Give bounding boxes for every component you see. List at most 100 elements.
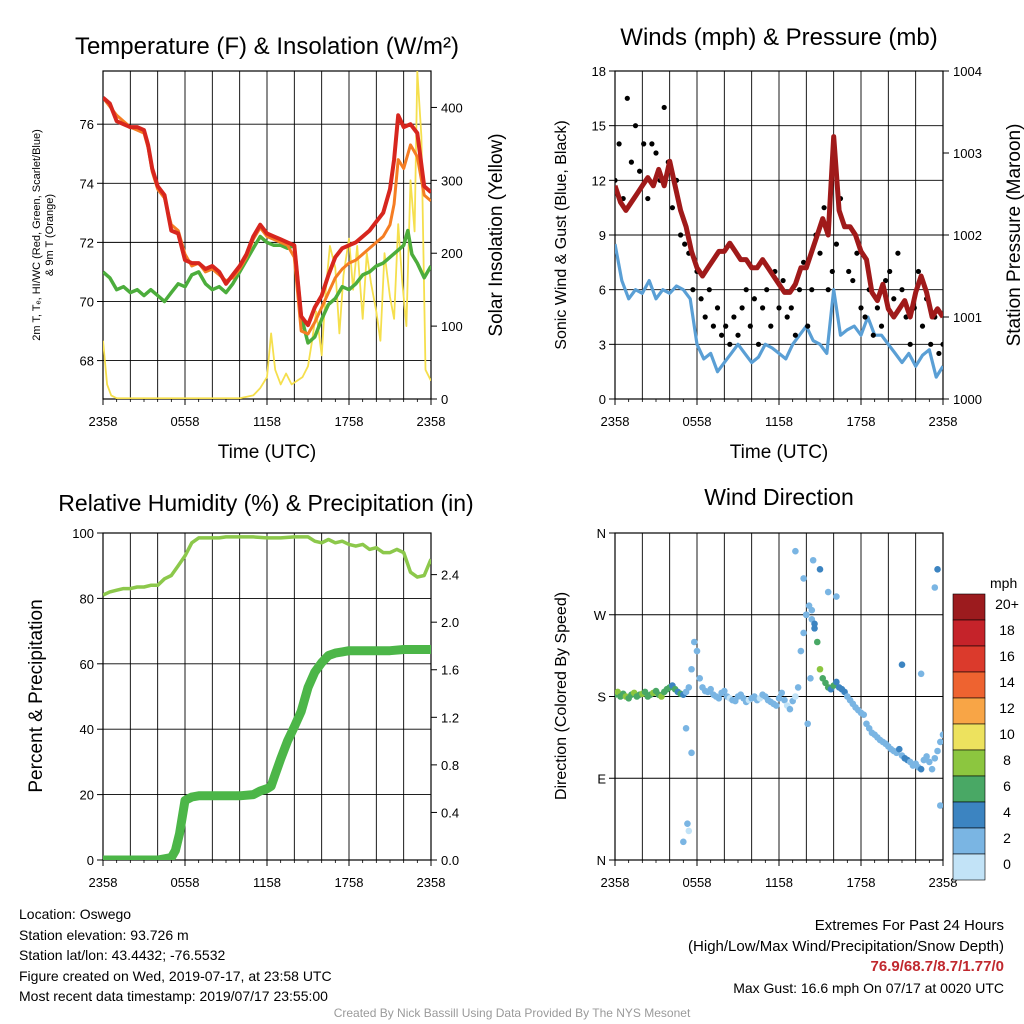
humidity-left-label: Percent & Precipitation bbox=[26, 599, 47, 792]
direction-point bbox=[682, 724, 690, 732]
gust-point bbox=[649, 141, 655, 147]
y-right-tick-label: 1003 bbox=[953, 146, 982, 161]
direction-point bbox=[917, 765, 925, 773]
gust-point bbox=[784, 314, 790, 320]
rh-line bbox=[103, 535, 431, 597]
y-right-tick-label: 1001 bbox=[953, 310, 982, 325]
gust-point bbox=[698, 296, 704, 302]
x-tick-label: 2358 bbox=[929, 875, 958, 890]
colorbar-label: 10 bbox=[999, 726, 1015, 742]
humidity-panel: Relative Humidity (%) & Precipitation (i… bbox=[26, 490, 474, 890]
temperature-right-ticks: 0 100 200 300 400 bbox=[431, 100, 463, 407]
gust-point bbox=[661, 104, 667, 111]
y-right-tick-label: 200 bbox=[441, 246, 463, 261]
station-location: Location: Oswego bbox=[19, 906, 132, 922]
extremes-info: Extremes For Past 24 Hours (High/Low/Max… bbox=[688, 916, 1004, 998]
colorbar-swatch bbox=[952, 749, 986, 777]
direction-point bbox=[824, 588, 832, 596]
direction-point bbox=[772, 702, 780, 709]
y-tick-label: 18 bbox=[592, 64, 606, 79]
gust-point bbox=[727, 341, 733, 347]
temperature-right-label: Solar Insolation (Yellow) bbox=[486, 133, 507, 336]
colorbar-swatch bbox=[952, 723, 986, 751]
direction-point bbox=[860, 711, 868, 718]
direction-point bbox=[685, 827, 693, 835]
direction-point bbox=[934, 747, 941, 755]
direction-point bbox=[688, 665, 695, 673]
x-tick-label: 0558 bbox=[683, 414, 712, 429]
colorbar-swatch bbox=[952, 697, 986, 725]
winds-series bbox=[615, 95, 943, 379]
y-right-tick-label: 1002 bbox=[953, 228, 982, 243]
gust-point bbox=[805, 323, 811, 329]
colorbar-title: mph bbox=[990, 575, 1017, 591]
gust-point bbox=[858, 305, 864, 311]
gust-point bbox=[870, 332, 876, 338]
direction-point bbox=[688, 749, 695, 757]
gust-point bbox=[928, 341, 934, 347]
gust-point bbox=[628, 159, 635, 165]
humidity-right-ticks: 0.0 0.4 0.8 1.2 1.6 2.0 2.4 bbox=[431, 568, 459, 868]
gust-point bbox=[731, 314, 737, 320]
colorbar-swatch bbox=[952, 645, 986, 673]
winds-right-label: Station Pressure (Maroon) bbox=[1004, 124, 1024, 347]
gust-point bbox=[829, 268, 835, 275]
direction-point bbox=[895, 745, 903, 753]
winds-panel: Winds (mph) & Pressure (mb) 2358 0558 1158… bbox=[553, 24, 1024, 463]
y-tick-label: 76 bbox=[80, 117, 94, 132]
y-right-tick-label: 300 bbox=[441, 173, 463, 188]
direction-point bbox=[926, 758, 933, 766]
direction-point bbox=[794, 684, 802, 691]
gust-point bbox=[702, 314, 708, 320]
winds-right-ticks: 1000 1001 1002 1003 1004 bbox=[943, 64, 982, 407]
speed-colorbar: 20+ 18 16 14 12 10 8 6 4 2 0 bbox=[952, 593, 1019, 881]
temperature-left-ticks: 68 70 72 74 76 bbox=[80, 117, 103, 369]
wind-direction-x-ticks: 2358 0558 1158 1758 2358 bbox=[601, 860, 958, 890]
gust-point bbox=[615, 177, 618, 183]
y-tick-label: 74 bbox=[80, 176, 94, 191]
direction-point bbox=[775, 695, 783, 702]
y-right-tick-label: 1.6 bbox=[441, 663, 459, 678]
direction-point bbox=[693, 647, 701, 655]
temperature-series bbox=[103, 71, 431, 399]
x-tick-label: 1158 bbox=[253, 875, 281, 890]
td-line bbox=[103, 228, 431, 345]
figure-created: Figure created on Wed, 2019-07-17, at 23… bbox=[19, 967, 332, 984]
direction-point bbox=[696, 675, 704, 682]
x-tick-label: 1758 bbox=[847, 875, 876, 890]
y-tick-label: 80 bbox=[80, 591, 94, 606]
humidity-grid bbox=[103, 533, 431, 860]
direction-point bbox=[931, 754, 939, 762]
wind-line bbox=[615, 243, 943, 379]
winds-left-ticks: 0 3 6 9 12 15 18 bbox=[592, 64, 615, 407]
direction-point bbox=[781, 696, 788, 704]
wind-direction-points bbox=[615, 547, 943, 846]
extremes-values: 76.9/68.7/8.7/1.77/0 bbox=[870, 958, 1004, 975]
gust-point bbox=[641, 141, 647, 147]
direction-point bbox=[936, 738, 943, 746]
gust-point bbox=[739, 305, 745, 311]
y-tick-label: 12 bbox=[592, 173, 606, 188]
gust-point bbox=[891, 296, 897, 302]
x-tick-label: 2358 bbox=[601, 414, 630, 429]
direction-point bbox=[816, 566, 824, 573]
y-tick-label: 70 bbox=[80, 294, 94, 309]
direction-point bbox=[707, 685, 714, 693]
gust-point bbox=[887, 268, 893, 275]
direction-point bbox=[898, 661, 906, 669]
gust-point bbox=[854, 250, 860, 256]
colorbar-swatch bbox=[952, 671, 986, 699]
y-tick-label: 3 bbox=[599, 337, 606, 352]
gust-point bbox=[874, 305, 881, 311]
temperature-left-label-1: 2m T, Tₑ, HI/WC (Red, Green, Scarlet/Blu… bbox=[31, 129, 43, 341]
x-tick-label: 0558 bbox=[171, 875, 200, 890]
colorbar-label: 12 bbox=[999, 700, 1015, 716]
colorbar-label: 16 bbox=[999, 648, 1015, 664]
y-tick-label: N bbox=[597, 853, 606, 868]
direction-point bbox=[684, 820, 691, 827]
wind-direction-title: Wind Direction bbox=[704, 484, 854, 510]
y-tick-label: W bbox=[594, 608, 607, 623]
gust-point bbox=[723, 323, 729, 329]
colorbar-label: 0 bbox=[1003, 856, 1011, 872]
y-right-tick-label: 1004 bbox=[953, 64, 982, 79]
